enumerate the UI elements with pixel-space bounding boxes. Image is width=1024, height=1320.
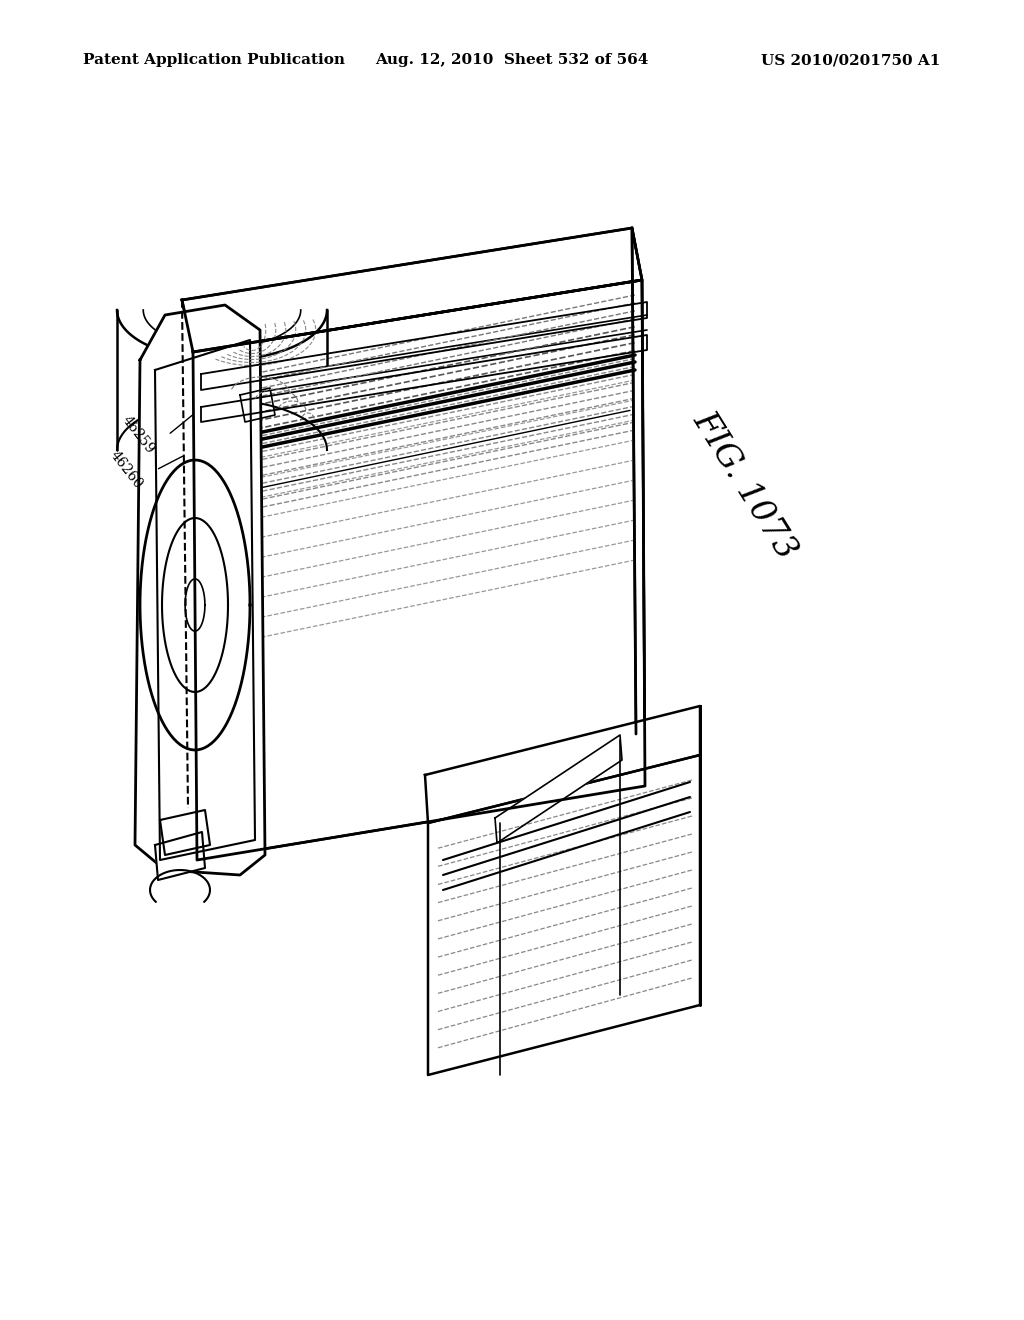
Polygon shape <box>135 305 265 875</box>
Polygon shape <box>155 832 205 880</box>
Polygon shape <box>632 228 645 785</box>
Text: 46259: 46259 <box>119 413 157 457</box>
Text: US 2010/0201750 A1: US 2010/0201750 A1 <box>761 53 940 67</box>
Polygon shape <box>428 755 700 1074</box>
Text: Aug. 12, 2010  Sheet 532 of 564: Aug. 12, 2010 Sheet 532 of 564 <box>376 53 648 67</box>
Polygon shape <box>495 735 622 843</box>
Polygon shape <box>182 228 642 352</box>
Polygon shape <box>193 280 645 861</box>
Text: Patent Application Publication: Patent Application Publication <box>83 53 345 67</box>
Polygon shape <box>160 810 210 855</box>
Polygon shape <box>425 706 700 822</box>
Text: 46260: 46260 <box>106 449 145 491</box>
Text: FIG. 1073: FIG. 1073 <box>687 405 803 565</box>
